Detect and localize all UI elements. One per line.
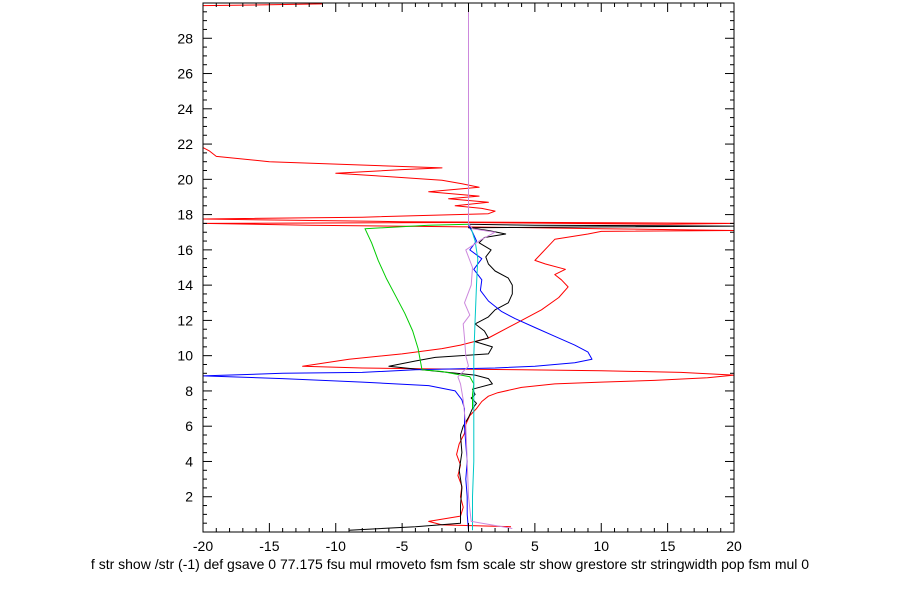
y-tick-label: 2	[185, 489, 193, 505]
y-tick-label: 24	[177, 101, 193, 117]
y-tick-label: 6	[185, 418, 193, 434]
y-tick-label: 16	[177, 242, 193, 258]
x-tick-label: -5	[396, 538, 409, 554]
y-tick-label: 12	[177, 312, 193, 328]
series-green	[364, 223, 475, 409]
x-tick-labels: -20 -15 -10 -5 0 5 10 15 20	[193, 538, 742, 554]
series-layer	[202, 3, 735, 531]
x-tick-label: 0	[465, 538, 473, 554]
y-tick-label: 26	[177, 66, 193, 82]
series-blue	[202, 224, 593, 531]
x-tick-label: 5	[531, 538, 539, 554]
y-tick-label: 4	[185, 453, 193, 469]
y-tick-label: 22	[177, 136, 193, 152]
y-tick-label: 14	[177, 277, 193, 293]
x-tick-label: 10	[593, 538, 609, 554]
y-tick-label: 10	[177, 348, 193, 364]
x-tick-label: 20	[726, 538, 742, 554]
series-black	[348, 223, 735, 531]
y-tick-label: 8	[185, 383, 193, 399]
caption-text: f str show /str (-1) def gsave 0 77.175 …	[91, 556, 809, 572]
x-tick-label: 15	[660, 538, 676, 554]
y-tick-label: 18	[177, 207, 193, 223]
x-tick-label: -10	[326, 538, 346, 554]
x-tick-label: -20	[193, 538, 213, 554]
series-violet	[457, 3, 513, 529]
y-tick-label: 28	[177, 30, 193, 46]
tick-layer	[202, 2, 735, 533]
y-tick-label: 20	[177, 171, 193, 187]
series-red	[202, 3, 735, 528]
x-tick-label: -15	[259, 538, 279, 554]
series-cyan	[470, 228, 479, 531]
